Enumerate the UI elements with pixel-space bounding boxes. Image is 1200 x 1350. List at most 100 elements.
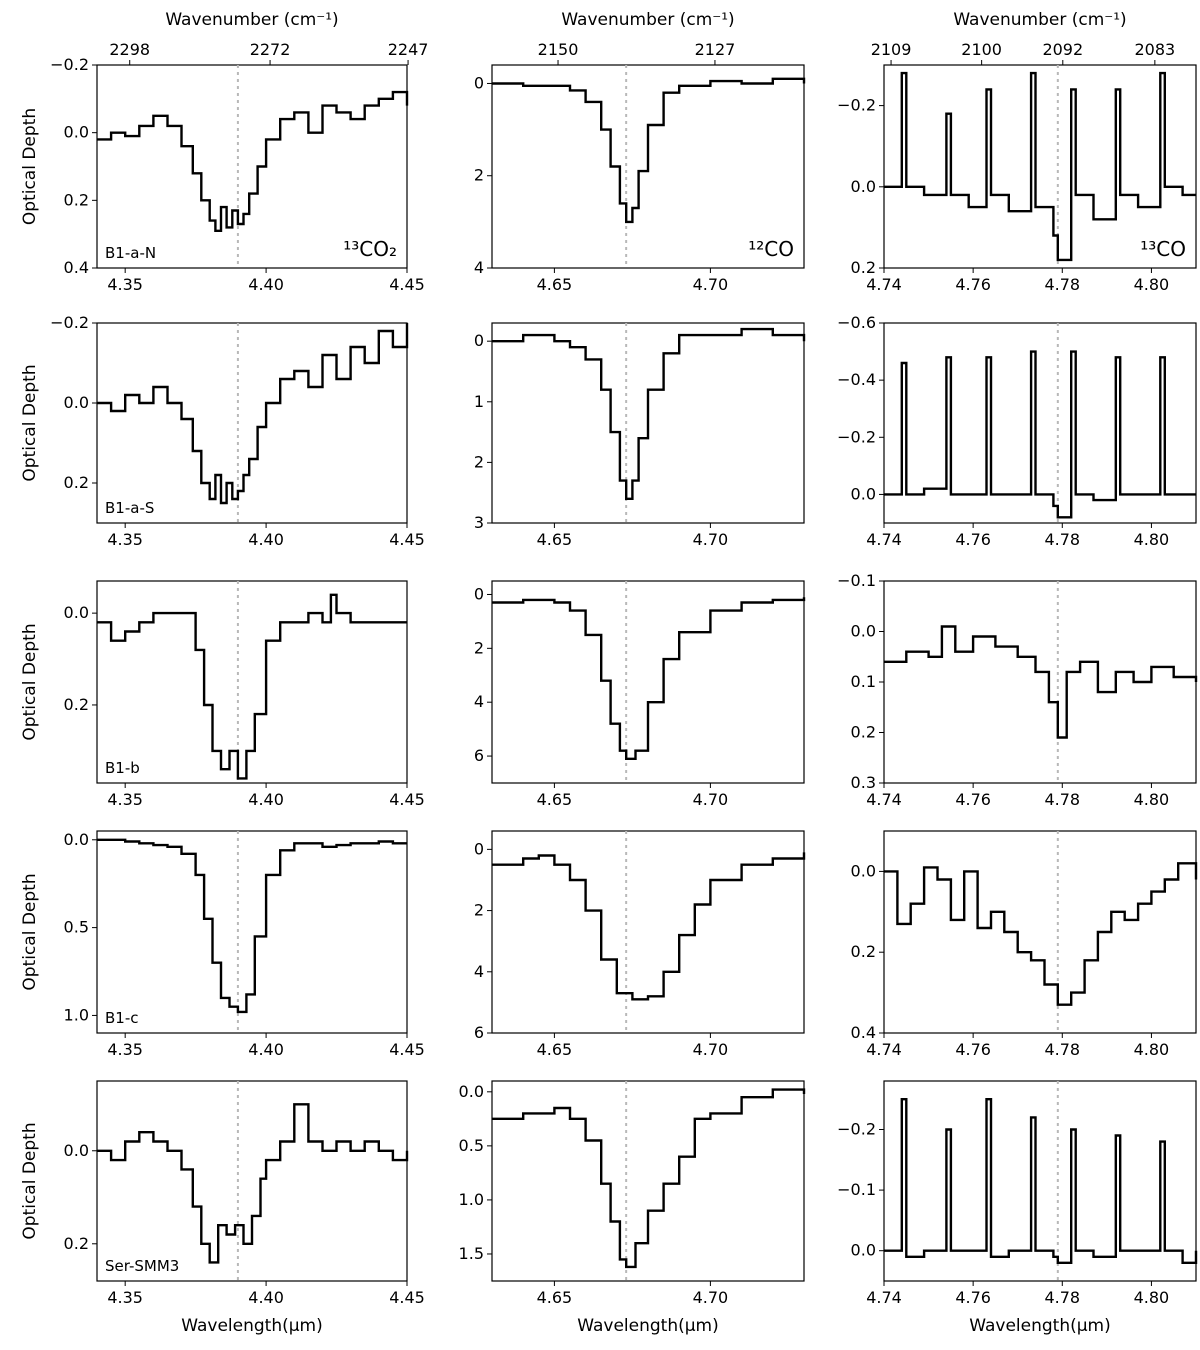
y-tick-label: 0.2 xyxy=(851,258,876,277)
spectrum-trace xyxy=(97,593,407,780)
y-tick-label: 0.1 xyxy=(851,672,876,691)
y-tick-label: 4 xyxy=(474,258,484,277)
y-tick-label: 0.4 xyxy=(851,1023,876,1042)
y-tick-label: 0 xyxy=(474,73,484,92)
y-tick-label: 0.0 xyxy=(64,1141,89,1160)
y-tick-label: 0.0 xyxy=(64,393,89,412)
x-tick-label: 4.80 xyxy=(1134,1040,1170,1059)
x-tick-label: 4.65 xyxy=(537,1040,573,1059)
x-tick-label: 4.78 xyxy=(1044,790,1080,809)
spectrum-trace xyxy=(884,862,1198,1006)
y-tick-label: 2 xyxy=(474,638,484,657)
y-tick-label: 0.0 xyxy=(64,603,89,622)
y-tick-label: −0.1 xyxy=(837,571,876,590)
x-tick-label: 4.70 xyxy=(693,275,729,294)
x-tick-label: 4.74 xyxy=(866,530,902,549)
x-tick-label: 4.80 xyxy=(1134,275,1170,294)
x-tick-label: 4.35 xyxy=(107,1040,143,1059)
x-tick-label: 4.80 xyxy=(1134,530,1170,549)
x-tick-label: 4.74 xyxy=(866,275,902,294)
y-tick-label: 3 xyxy=(474,513,484,532)
y-tick-label: −0.4 xyxy=(837,370,876,389)
spectrum-trace xyxy=(97,323,409,505)
spectrum-trace xyxy=(492,597,806,760)
y-tick-label: −0.2 xyxy=(837,1119,876,1138)
x-tick-label: 4.78 xyxy=(1044,275,1080,294)
y-tick-label: 0.0 xyxy=(851,861,876,880)
x-axis-label: Wavelength(µm) xyxy=(181,1316,323,1336)
source-label: B1-a-N xyxy=(105,244,156,262)
panel-frame xyxy=(491,1080,805,1282)
y-tick-label: 0.0 xyxy=(851,622,876,641)
spectrum-trace xyxy=(97,90,409,232)
x-tick-label: 4.45 xyxy=(389,1040,425,1059)
y-tick-label: 0.2 xyxy=(64,190,89,209)
x-tick-label: 4.76 xyxy=(955,1288,991,1307)
panel-frame xyxy=(491,830,805,1034)
x-tick-label: 4.70 xyxy=(693,1040,729,1059)
y-tick-label: 1.0 xyxy=(459,1190,484,1209)
panel-frame xyxy=(883,322,1197,524)
y-tick-label: 2 xyxy=(474,901,484,920)
panel-frame xyxy=(883,1080,1197,1282)
x-tick-label: 4.40 xyxy=(248,1040,284,1059)
y-tick-label: 0.0 xyxy=(851,177,876,196)
top-tick-label: 2247 xyxy=(388,40,429,59)
y-tick-label: 0.0 xyxy=(459,1082,484,1101)
x-tick-label: 4.70 xyxy=(693,790,729,809)
top-axis-label: Wavenumber (cm⁻¹) xyxy=(165,10,338,30)
y-axis-label: Optical Depth xyxy=(20,1122,40,1239)
x-tick-label: 4.80 xyxy=(1134,1288,1170,1307)
y-tick-label: 0.5 xyxy=(64,918,89,937)
y-tick-label: 0.2 xyxy=(851,942,876,961)
y-tick-label: −0.2 xyxy=(837,96,876,115)
x-axis-label: Wavelength(µm) xyxy=(577,1316,719,1336)
spectrum-trace xyxy=(884,1098,1198,1264)
spectrum-trace xyxy=(97,838,407,1014)
panel-frame xyxy=(96,64,408,269)
top-tick-label: 2092 xyxy=(1042,40,1083,59)
x-tick-label: 4.40 xyxy=(248,530,284,549)
spectrum-trace xyxy=(492,852,806,1001)
y-tick-label: 0.0 xyxy=(851,484,876,503)
x-tick-label: 4.74 xyxy=(866,790,902,809)
y-axis-label: Optical Depth xyxy=(20,364,40,481)
species-label: ¹²CO xyxy=(748,237,794,261)
x-tick-label: 4.80 xyxy=(1134,790,1170,809)
y-tick-label: −0.6 xyxy=(837,313,876,332)
y-tick-label: 0.2 xyxy=(851,723,876,742)
x-tick-label: 4.74 xyxy=(866,1288,902,1307)
y-tick-label: 1 xyxy=(474,392,484,411)
spectrum-trace xyxy=(884,625,1198,739)
spectrum-trace xyxy=(492,327,806,500)
panel-frame xyxy=(491,322,805,524)
x-tick-label: 4.40 xyxy=(248,1288,284,1307)
top-tick-label: 2150 xyxy=(538,40,579,59)
x-tick-label: 4.45 xyxy=(389,1288,425,1307)
source-label: B1-b xyxy=(105,759,140,777)
y-tick-label: 0.2 xyxy=(64,695,89,714)
top-tick-label: 2127 xyxy=(695,40,736,59)
y-tick-label: 0.4 xyxy=(64,258,89,277)
x-tick-label: 4.65 xyxy=(537,1288,573,1307)
y-tick-label: 0 xyxy=(474,839,484,858)
y-tick-label: 2 xyxy=(474,452,484,471)
y-tick-label: 2 xyxy=(474,166,484,185)
top-tick-label: 2109 xyxy=(871,40,912,59)
y-tick-label: −0.2 xyxy=(837,427,876,446)
y-tick-label: 6 xyxy=(474,1023,484,1042)
x-tick-label: 4.35 xyxy=(107,790,143,809)
source-label: B1-c xyxy=(105,1009,139,1027)
top-tick-label: 2100 xyxy=(961,40,1002,59)
x-tick-label: 4.40 xyxy=(248,275,284,294)
x-tick-label: 4.70 xyxy=(693,1288,729,1307)
y-tick-label: −0.2 xyxy=(50,55,89,74)
y-axis-label: Optical Depth xyxy=(20,623,40,740)
species-label: ¹³CO₂ xyxy=(343,237,397,261)
y-tick-label: 0.5 xyxy=(459,1136,484,1155)
source-label: B1-a-S xyxy=(105,499,154,517)
spectrum-trace xyxy=(884,71,1196,262)
x-tick-label: 4.65 xyxy=(537,530,573,549)
spectrum-trace xyxy=(492,77,806,224)
